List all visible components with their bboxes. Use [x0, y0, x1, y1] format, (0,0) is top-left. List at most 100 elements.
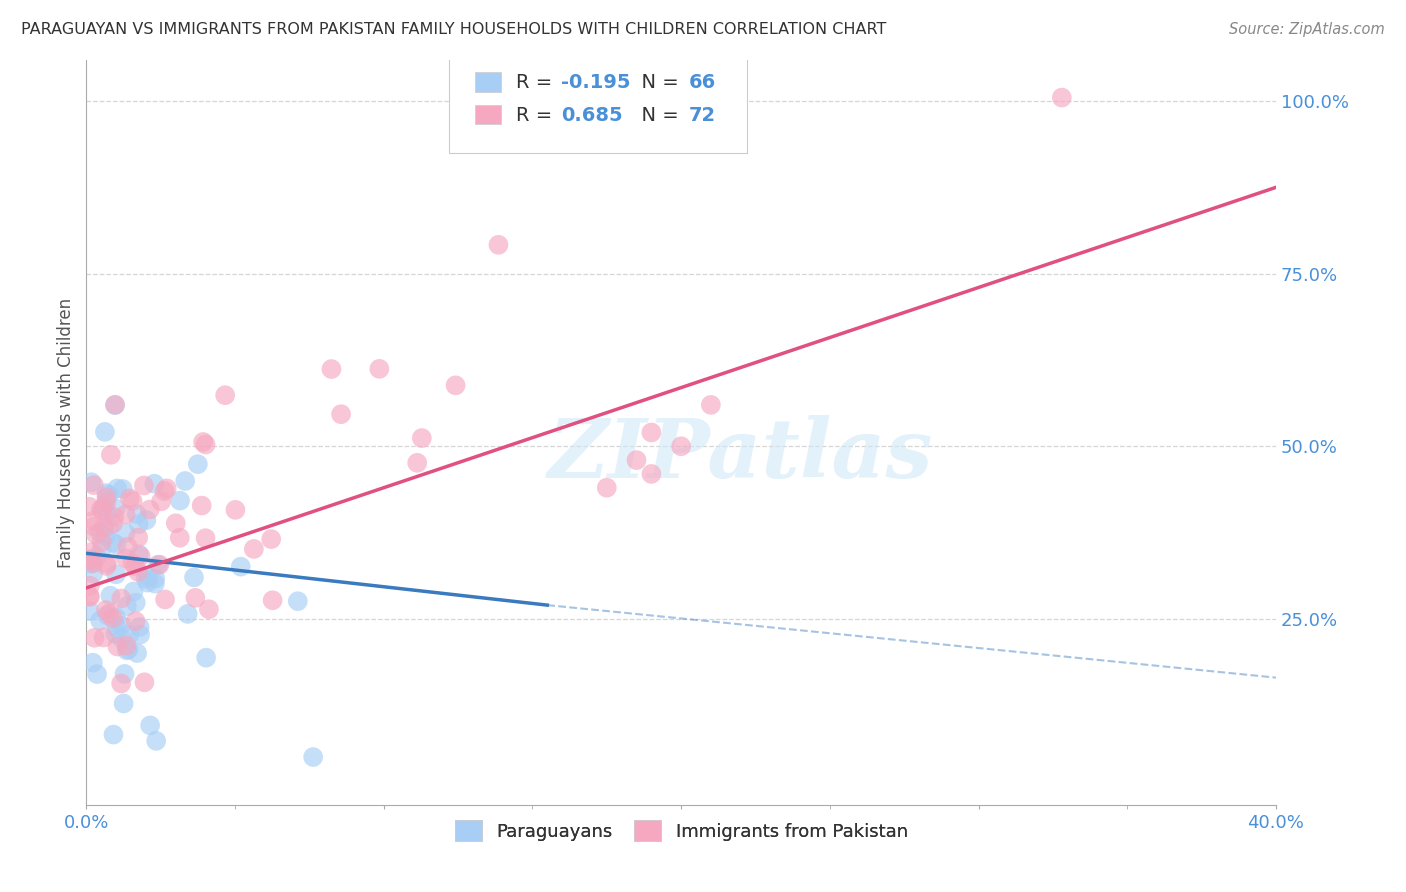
Point: [194, 531, 217, 545]
Y-axis label: Family Households with Children: Family Households with Children: [58, 297, 75, 567]
Point: [143, 476, 166, 491]
Point: [198, 602, 221, 616]
Point: [330, 407, 353, 421]
Point: [128, 547, 150, 561]
Point: [105, 482, 128, 496]
Text: 0.685: 0.685: [561, 106, 623, 125]
Point: [93, 520, 115, 534]
Point: [104, 501, 127, 516]
Text: 72: 72: [689, 106, 716, 125]
Legend: Paraguayans, Immigrants from Pakistan: Paraguayans, Immigrants from Pakistan: [447, 814, 915, 848]
Point: [86, 550, 108, 565]
Point: [101, 516, 124, 531]
Point: [194, 437, 217, 451]
Point: [98, 589, 121, 603]
Point: [145, 734, 167, 748]
Point: [302, 750, 325, 764]
Point: [80, 557, 103, 571]
Point: [143, 576, 166, 591]
Point: [105, 610, 128, 624]
Point: [114, 526, 136, 541]
Point: [83, 478, 105, 492]
Text: R =: R =: [516, 73, 558, 92]
Point: [115, 643, 138, 657]
Point: [104, 398, 127, 412]
Point: [90, 501, 112, 516]
Point: [669, 439, 692, 453]
Point: [104, 567, 127, 582]
Point: [89, 525, 111, 540]
Point: [96, 491, 118, 505]
Point: [184, 591, 207, 605]
Point: [287, 594, 309, 608]
Point: [114, 666, 136, 681]
Point: [86, 667, 108, 681]
FancyBboxPatch shape: [449, 56, 747, 153]
Point: [129, 549, 152, 563]
Point: [125, 596, 148, 610]
Point: [110, 618, 132, 632]
Point: [640, 467, 662, 481]
Point: [156, 482, 179, 496]
Point: [187, 457, 209, 471]
Point: [103, 728, 125, 742]
Point: [94, 425, 117, 439]
Point: [146, 558, 169, 572]
Text: PARAGUAYAN VS IMMIGRANTS FROM PAKISTAN FAMILY HOUSEHOLDS WITH CHILDREN CORRELATI: PARAGUAYAN VS IMMIGRANTS FROM PAKISTAN F…: [21, 22, 886, 37]
Point: [122, 584, 145, 599]
Point: [214, 388, 236, 402]
Point: [132, 478, 155, 492]
Point: [444, 378, 467, 392]
Point: [224, 503, 246, 517]
Point: [1050, 90, 1073, 104]
Point: [80, 545, 103, 559]
Point: [91, 503, 114, 517]
Point: [101, 611, 124, 625]
Point: [100, 448, 122, 462]
Point: [101, 535, 124, 549]
FancyBboxPatch shape: [475, 104, 502, 125]
Point: [114, 508, 136, 522]
Text: 66: 66: [689, 73, 716, 92]
Point: [103, 510, 125, 524]
Point: [229, 559, 252, 574]
Point: [127, 646, 149, 660]
Point: [96, 557, 118, 571]
Point: [135, 513, 157, 527]
Point: [83, 631, 105, 645]
Point: [127, 565, 149, 579]
Point: [105, 640, 128, 654]
FancyBboxPatch shape: [475, 72, 502, 92]
Point: [114, 551, 136, 566]
Point: [80, 553, 103, 567]
Point: [169, 493, 191, 508]
Text: -0.195: -0.195: [561, 73, 630, 92]
Point: [104, 398, 127, 412]
Text: N =: N =: [628, 106, 685, 125]
Point: [96, 495, 118, 509]
Point: [153, 483, 176, 498]
Point: [121, 494, 143, 508]
Point: [110, 676, 132, 690]
Point: [79, 604, 101, 618]
Point: [127, 531, 149, 545]
Point: [105, 621, 128, 635]
Point: [117, 540, 139, 554]
Point: [93, 499, 115, 513]
Point: [79, 590, 101, 604]
Point: [104, 626, 127, 640]
Point: [183, 570, 205, 584]
Point: [98, 607, 121, 621]
Point: [128, 620, 150, 634]
Point: [136, 575, 159, 590]
Point: [148, 558, 170, 572]
Point: [77, 589, 100, 603]
Point: [118, 628, 141, 642]
Point: [150, 494, 173, 508]
Point: [118, 491, 141, 506]
Point: [93, 631, 115, 645]
Point: [110, 591, 132, 606]
Point: [83, 514, 105, 528]
Point: [143, 572, 166, 586]
Point: [700, 398, 723, 412]
